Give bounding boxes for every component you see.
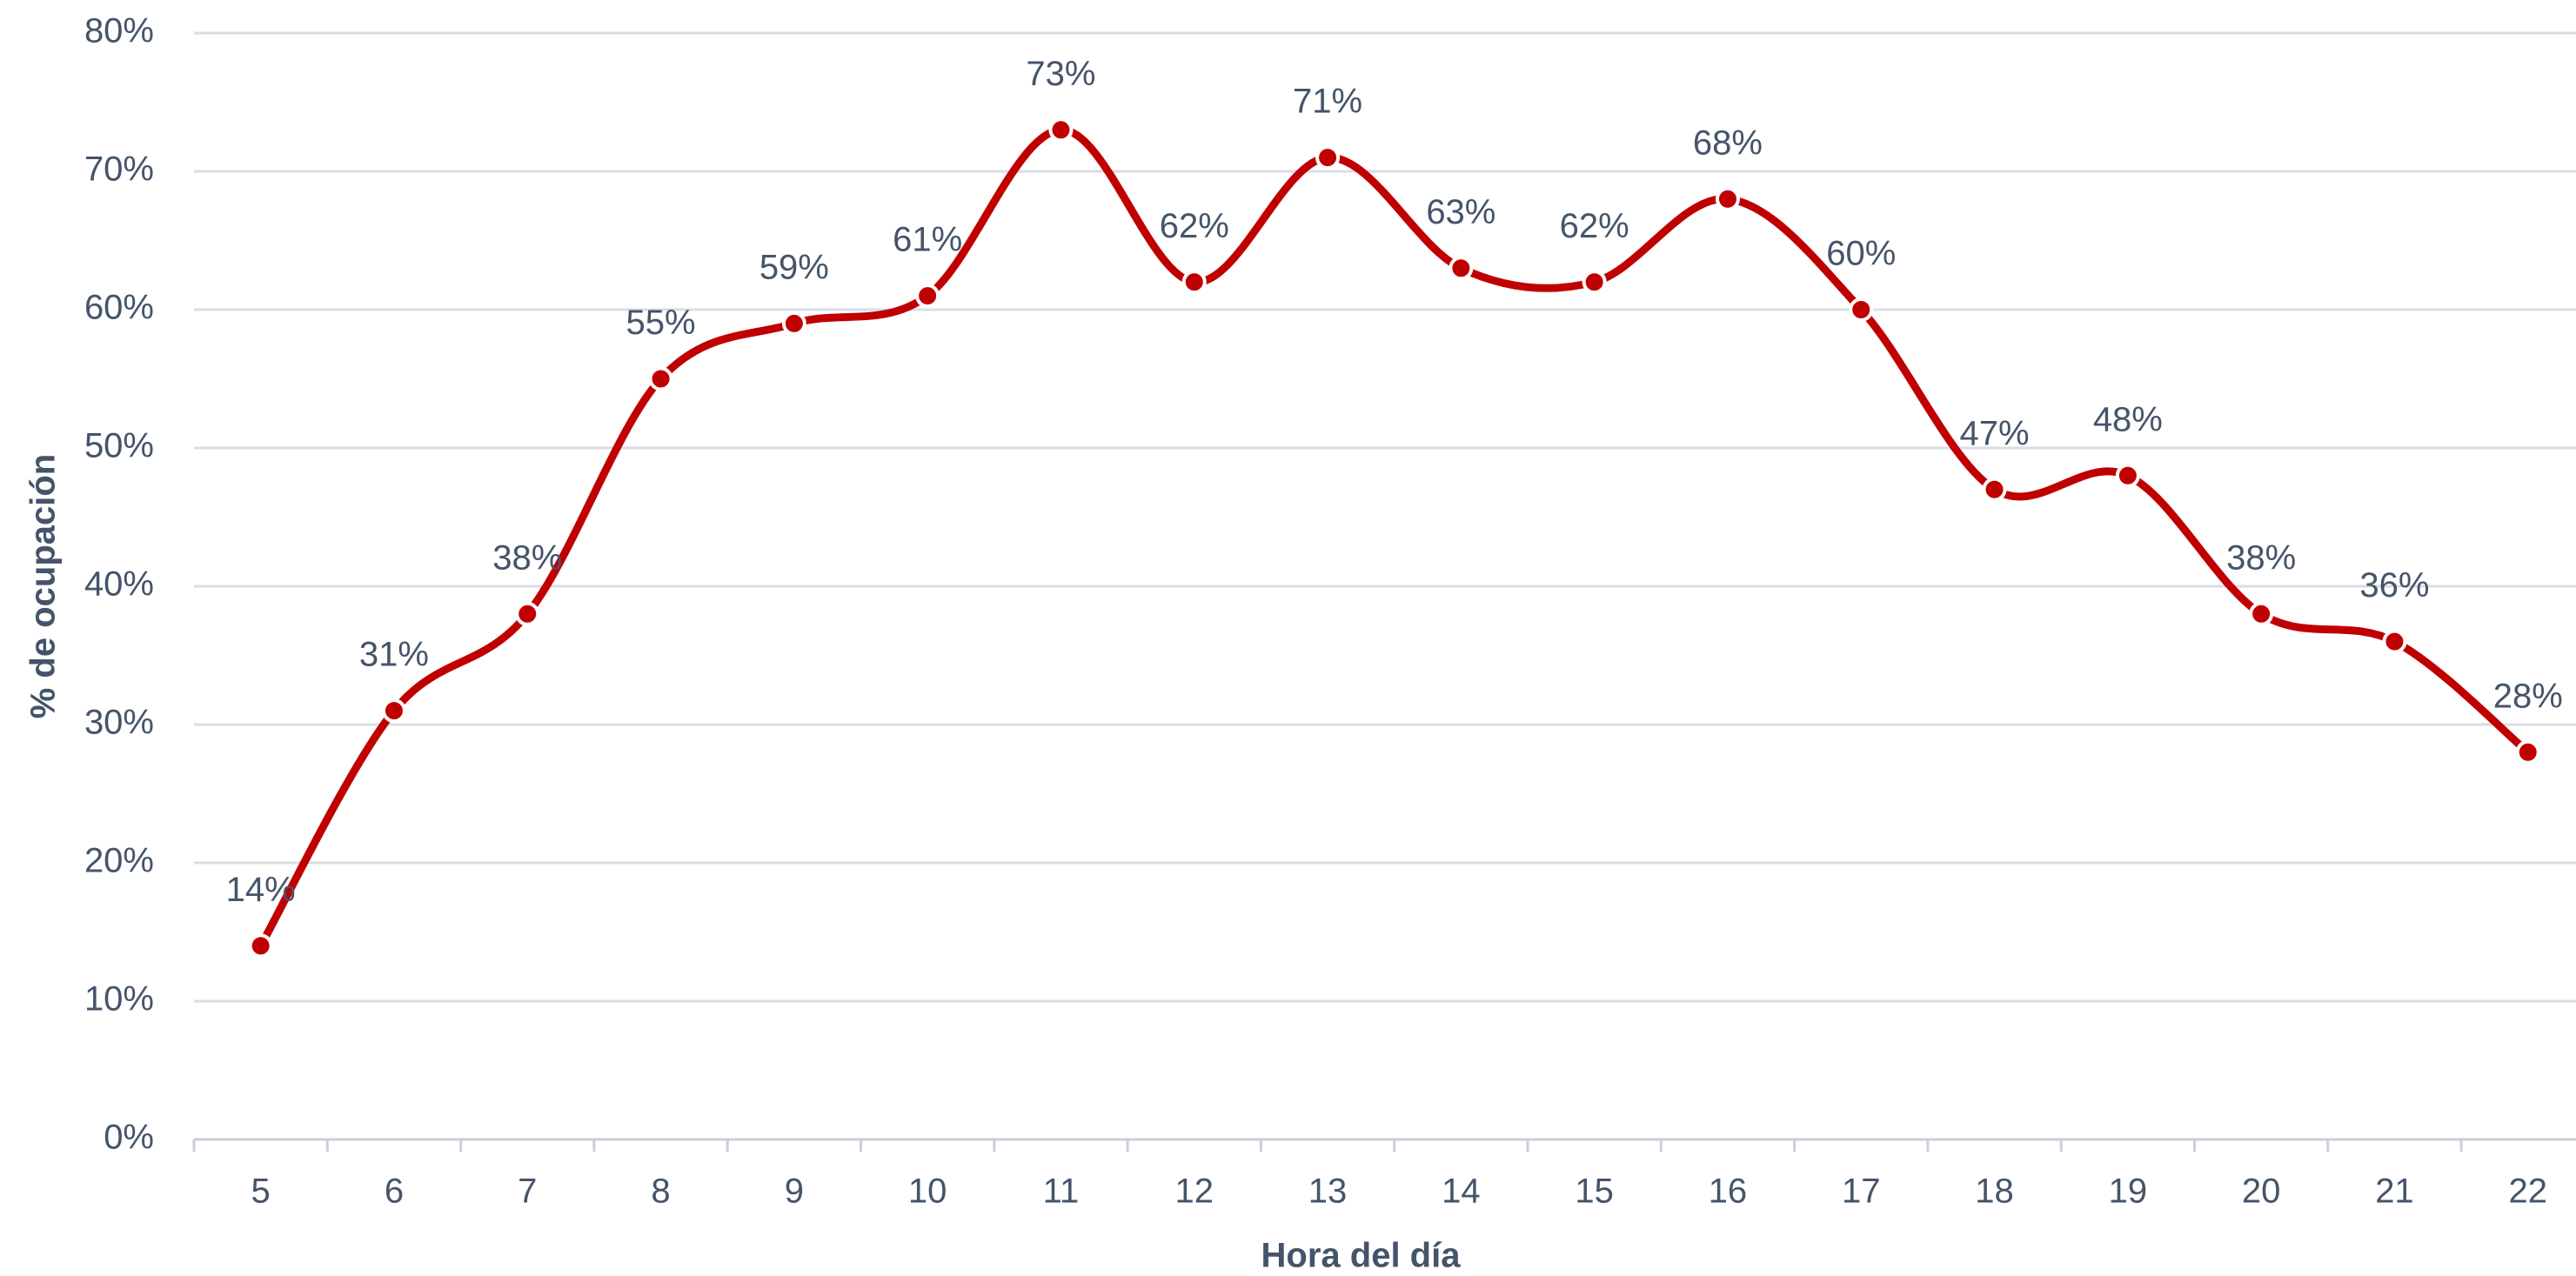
data-label: 59% bbox=[759, 248, 829, 286]
data-label: 62% bbox=[1560, 207, 1629, 245]
x-tick-label: 11 bbox=[1043, 1172, 1080, 1211]
data-point bbox=[1048, 117, 1074, 143]
x-tick-label: 5 bbox=[251, 1172, 271, 1211]
data-label: 61% bbox=[893, 221, 962, 259]
x-tick-label: 16 bbox=[1709, 1172, 1748, 1211]
data-point bbox=[1715, 186, 1740, 211]
x-tick-label: 19 bbox=[2109, 1172, 2148, 1211]
x-tick-label: 8 bbox=[651, 1172, 670, 1211]
x-tick-label: 12 bbox=[1175, 1172, 1214, 1211]
data-point bbox=[1849, 297, 1874, 322]
data-label: 14% bbox=[226, 871, 296, 909]
data-point bbox=[1582, 270, 1607, 295]
data-point bbox=[515, 601, 540, 626]
data-label: 48% bbox=[2093, 400, 2163, 438]
x-tick-label: 6 bbox=[385, 1172, 404, 1211]
data-point bbox=[2249, 601, 2274, 626]
data-point bbox=[1315, 145, 1341, 170]
x-tick-label: 14 bbox=[1442, 1172, 1481, 1211]
data-label: 62% bbox=[1160, 207, 1229, 245]
data-point bbox=[1181, 270, 1207, 295]
x-axis-title: Hora del día bbox=[1261, 1237, 1462, 1275]
y-tick-label: 50% bbox=[84, 427, 154, 465]
data-point bbox=[915, 284, 940, 309]
data-label: 47% bbox=[1960, 414, 2030, 452]
data-label: 36% bbox=[2359, 566, 2429, 605]
y-tick-label: 70% bbox=[84, 150, 154, 189]
data-label: 73% bbox=[1026, 55, 1095, 93]
data-point bbox=[381, 698, 406, 724]
y-tick-label: 10% bbox=[84, 980, 154, 1019]
data-label: 71% bbox=[1293, 83, 1362, 121]
data-point bbox=[2115, 463, 2140, 488]
y-tick-label: 80% bbox=[84, 12, 154, 50]
data-label: 60% bbox=[1826, 235, 1896, 273]
data-label: 55% bbox=[626, 304, 696, 342]
data-label: 28% bbox=[2493, 677, 2563, 715]
y-tick-label: 40% bbox=[84, 565, 154, 604]
data-point bbox=[648, 366, 673, 391]
data-point bbox=[1982, 477, 2007, 502]
data-label: 38% bbox=[492, 538, 562, 577]
x-tick-label: 21 bbox=[2375, 1172, 2414, 1211]
x-tick-label: 15 bbox=[1575, 1172, 1614, 1211]
y-tick-label: 20% bbox=[84, 842, 154, 880]
data-label: 63% bbox=[1426, 193, 1495, 231]
y-tick-label: 60% bbox=[84, 289, 154, 327]
x-tick-label: 22 bbox=[2509, 1172, 2548, 1211]
data-label: 68% bbox=[1693, 124, 1763, 162]
data-label: 38% bbox=[2226, 538, 2296, 577]
x-tick-label: 18 bbox=[1975, 1172, 2014, 1211]
x-tick-label: 20 bbox=[2242, 1172, 2281, 1211]
y-tick-label: 0% bbox=[104, 1119, 154, 1157]
y-tick-label: 30% bbox=[84, 704, 154, 742]
x-tick-label: 10 bbox=[908, 1172, 947, 1211]
x-tick-label: 7 bbox=[518, 1172, 537, 1211]
y-axis-title: % de ocupación bbox=[24, 454, 63, 719]
x-tick-label: 9 bbox=[785, 1172, 804, 1211]
data-point bbox=[1449, 256, 1474, 281]
data-point bbox=[2515, 739, 2540, 765]
x-tick-label: 17 bbox=[1842, 1172, 1881, 1211]
x-tick-label: 13 bbox=[1308, 1172, 1348, 1211]
data-point bbox=[781, 311, 806, 336]
data-point bbox=[2382, 629, 2407, 654]
data-label: 31% bbox=[359, 636, 429, 674]
data-point bbox=[248, 933, 273, 959]
series-line bbox=[257, 125, 2533, 950]
